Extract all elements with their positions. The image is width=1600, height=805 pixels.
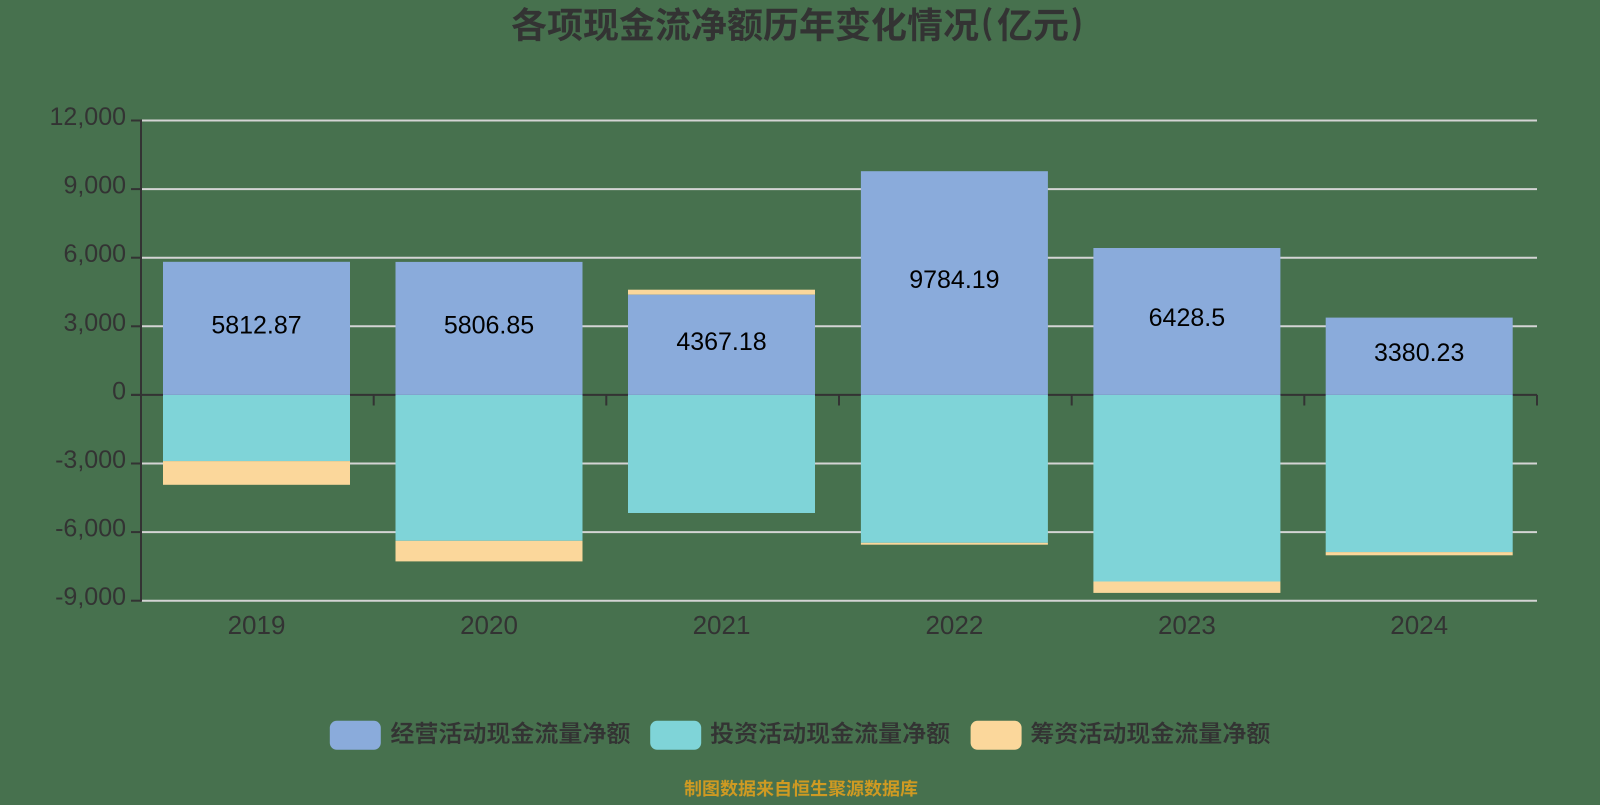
svg-text:2023: 2023	[1158, 610, 1216, 640]
svg-text:4367.18: 4367.18	[676, 328, 766, 356]
svg-text:3380.23: 3380.23	[1374, 339, 1464, 367]
svg-text:2021: 2021	[693, 610, 751, 640]
svg-text:5806.85: 5806.85	[444, 312, 534, 340]
svg-text:12,000: 12,000	[50, 103, 126, 131]
svg-text:-3,000: -3,000	[55, 446, 126, 474]
svg-text:9,000: 9,000	[63, 172, 126, 200]
svg-text:6,000: 6,000	[63, 240, 126, 268]
svg-text:2024: 2024	[1390, 610, 1448, 640]
svg-text:6428.5: 6428.5	[1149, 304, 1225, 332]
svg-text:2020: 2020	[460, 610, 518, 640]
svg-text:-9,000: -9,000	[55, 583, 126, 611]
svg-text:9784.19: 9784.19	[909, 266, 999, 294]
svg-text:5812.87: 5812.87	[211, 311, 301, 339]
svg-text:3,000: 3,000	[63, 309, 126, 337]
svg-text:2019: 2019	[228, 610, 286, 640]
svg-text:-6,000: -6,000	[55, 515, 126, 543]
svg-text:2022: 2022	[925, 610, 983, 640]
svg-text:0: 0	[112, 377, 126, 405]
